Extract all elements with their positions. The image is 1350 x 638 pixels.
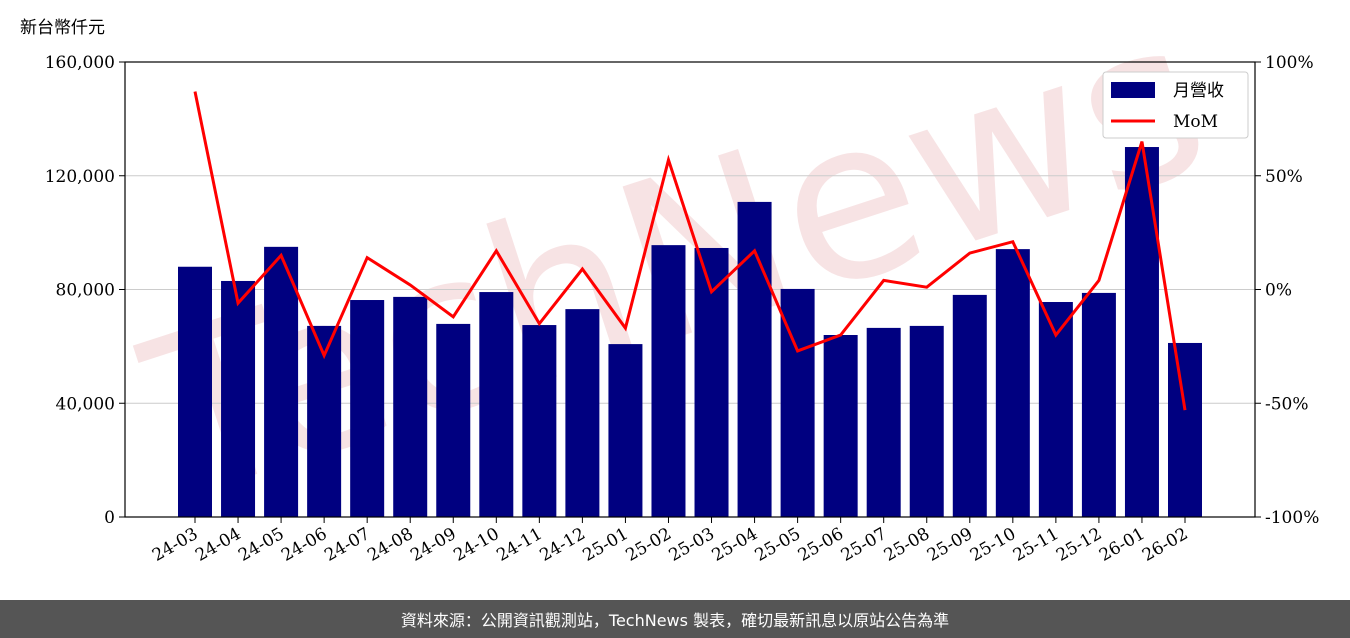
bar (479, 292, 514, 517)
footer-text: 資料來源：公開資訊觀測站，TechNews 製表，確切最新訊息以原站公告為準 (401, 611, 949, 630)
plot-frame (124, 61, 1256, 518)
line (193, 91, 1187, 411)
y2-tick-label: -100% (1265, 508, 1319, 528)
bar (350, 300, 385, 517)
y2-tick-label: 50% (1265, 167, 1303, 187)
bar (436, 323, 471, 517)
bar (178, 266, 212, 517)
y-tick-label: 120,000 (45, 167, 115, 187)
bar (264, 246, 299, 517)
bar (866, 327, 901, 517)
y2-tick-label: 0% (1265, 281, 1292, 301)
bar (1124, 147, 1159, 517)
bar (393, 296, 428, 517)
bar (1168, 342, 1202, 517)
bar (823, 335, 858, 517)
bar (909, 325, 944, 517)
legend-label: 月營收 (1173, 81, 1224, 101)
bar (522, 325, 557, 517)
bar (221, 280, 256, 517)
bar (1038, 302, 1073, 517)
bar (995, 249, 1030, 517)
y-tick-label: 40,000 (56, 394, 115, 414)
bar (608, 344, 643, 517)
y-tick-label: 160,000 (45, 53, 115, 73)
y-tick-label: 0 (104, 508, 115, 528)
y-tick-label: 80,000 (56, 281, 115, 301)
legend-swatch (1111, 82, 1155, 98)
bar (1081, 292, 1116, 517)
bar (565, 309, 600, 517)
y2-tick-label: -50% (1265, 394, 1309, 414)
footer-bar (0, 600, 1350, 638)
y-axis-label: 新台幣仟元 (20, 18, 105, 38)
legend-label: MoM (1173, 112, 1218, 132)
bar (952, 294, 987, 517)
bar (651, 245, 686, 517)
y2-tick-label: 100% (1265, 53, 1314, 73)
